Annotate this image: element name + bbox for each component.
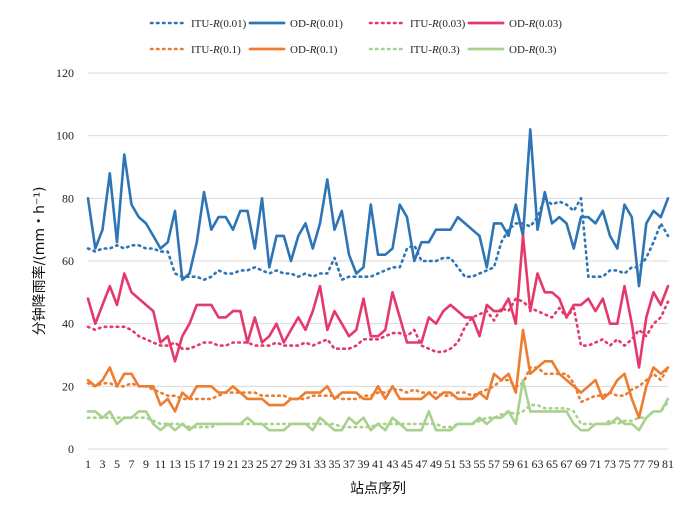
series-line-od-r-0-1- — [86, 328, 670, 420]
legend-label: OD-R(0.1) — [290, 44, 338, 56]
x-tick-label: 51 — [445, 457, 457, 471]
x-tick-label: 41 — [372, 457, 384, 471]
x-tick-label: 5 — [114, 457, 120, 471]
x-tick-label: 71 — [590, 457, 602, 471]
x-tick-label: 13 — [169, 457, 181, 471]
y-axis-title: 分钟降雨率/(mm・h⁻¹) — [31, 187, 48, 336]
x-tick-label: 75 — [619, 457, 631, 471]
x-tick-label: 19 — [213, 457, 225, 471]
y-tick-label: 0 — [68, 442, 74, 456]
x-tick-label: 29 — [285, 457, 297, 471]
series-line-itu-r-0-1- — [86, 366, 670, 404]
x-tick-label: 39 — [358, 457, 370, 471]
legend-label: ITU-R(0.01) — [191, 18, 247, 30]
legend-label: OD-R(0.3) — [509, 44, 557, 56]
x-tick-label: 1 — [85, 457, 91, 471]
x-tick-label: 49 — [430, 457, 442, 471]
y-tick-label: 120 — [56, 66, 74, 80]
x-tick-label: 27 — [271, 457, 283, 471]
legend-label: ITU-R(0.03) — [410, 18, 466, 30]
x-tick-label: 61 — [517, 457, 529, 471]
x-tick-label: 69 — [575, 457, 587, 471]
gridlines — [88, 72, 668, 450]
x-tick-label: 63 — [532, 457, 544, 471]
chart-legend: ITU-R(0.01) OD-R(0.01) ITU-R(0.03) OD-R(0.0… — [149, 18, 562, 56]
x-tick-label: 65 — [546, 457, 558, 471]
x-tick-label: 43 — [387, 457, 399, 471]
legend-label: ITU-R(0.3) — [410, 44, 460, 56]
series-line-itu-r-0-03- — [86, 297, 670, 354]
x-tick-label: 7 — [129, 457, 135, 471]
x-tick-label: 25 — [256, 457, 268, 471]
series-line-od-r-0-3- — [86, 378, 670, 432]
x-tick-label: 47 — [416, 457, 428, 471]
series-layer — [86, 128, 670, 432]
x-tick-label: 77 — [633, 457, 645, 471]
x-tick-label: 11 — [155, 457, 167, 471]
x-tick-label: 33 — [314, 457, 326, 471]
x-tick-label: 17 — [198, 457, 210, 471]
x-tick-label: 9 — [143, 457, 149, 471]
y-tick-label: 40 — [62, 317, 74, 331]
series-line-od-r-0-03- — [86, 234, 670, 369]
x-axis-title: 站点序列 — [350, 481, 406, 497]
x-tick-label: 45 — [401, 457, 413, 471]
x-tick-label: 3 — [100, 457, 106, 471]
x-tick-label: 73 — [604, 457, 616, 471]
x-tick-label: 57 — [488, 457, 500, 471]
series-line-itu-r-0-01- — [86, 197, 670, 282]
legend-label: OD-R(0.01) — [290, 18, 343, 30]
x-tick-label: 37 — [343, 457, 355, 471]
x-tick-label: 81 — [662, 457, 674, 471]
y-tick-label: 80 — [62, 191, 74, 205]
x-tick-label: 67 — [561, 457, 573, 471]
y-tick-label: 60 — [62, 254, 74, 268]
x-tick-label: 23 — [242, 457, 254, 471]
series-line-od-r-0-01- — [86, 128, 670, 288]
y-axis-ticks: 0 20 40 60 80 100 120 — [56, 66, 74, 456]
x-tick-label: 79 — [648, 457, 660, 471]
x-tick-label: 15 — [184, 457, 196, 471]
y-tick-label: 20 — [62, 379, 74, 393]
x-tick-label: 55 — [474, 457, 486, 471]
legend-label: OD-R(0.03) — [509, 18, 562, 30]
y-tick-label: 100 — [56, 129, 74, 143]
x-tick-label: 35 — [329, 457, 341, 471]
x-tick-label: 21 — [227, 457, 239, 471]
x-tick-label: 59 — [503, 457, 515, 471]
legend-label: ITU-R(0.1) — [191, 44, 241, 56]
x-axis-ticks: 1 3 5 7 9 11 13 15 17 19 21 23 25 27 29 31 33 35 37 39 41 43 4… — [85, 457, 674, 471]
x-tick-label: 31 — [300, 457, 312, 471]
x-tick-label: 53 — [459, 457, 471, 471]
